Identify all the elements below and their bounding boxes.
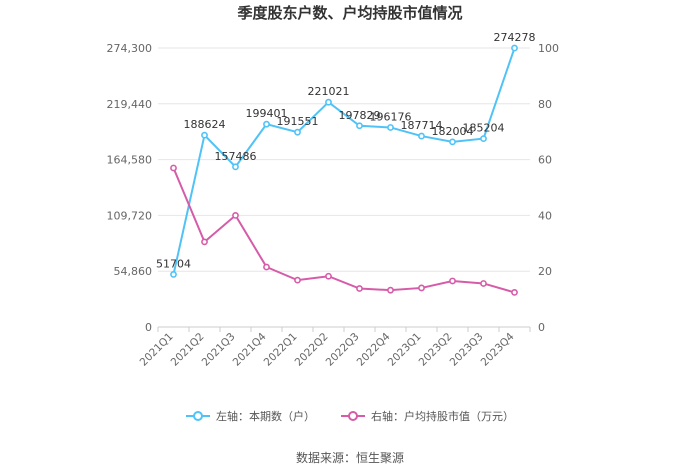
data-point-left xyxy=(170,271,177,278)
data-point-right xyxy=(294,276,301,284)
data-point-right xyxy=(263,263,270,271)
y-right-tick-label: 0 xyxy=(538,321,545,334)
y-right-tick-label: 100 xyxy=(538,42,559,55)
chart-title: 季度股东户数、户均持股市值情况 xyxy=(237,4,463,22)
y-left-tick-label: 0 xyxy=(145,321,152,334)
x-tick-label: 2021Q3 xyxy=(200,331,238,369)
y-left-tick-label: 54,860 xyxy=(114,265,153,278)
x-tick-label: 2023Q1 xyxy=(386,331,424,369)
data-label: 221021 xyxy=(308,85,350,98)
legend-swatch-left-icon xyxy=(186,411,210,421)
legend-label-right: 右轴：户均持股市值（万元） xyxy=(371,410,514,423)
data-point-right xyxy=(325,272,332,280)
data-label: 182004 xyxy=(432,125,474,138)
data-label: 185204 xyxy=(463,122,505,135)
data-point-right xyxy=(449,277,456,285)
data-point-left xyxy=(418,132,425,140)
data-point-right xyxy=(387,286,394,294)
legend-label-left: 左轴：本期数（户） xyxy=(216,410,315,423)
data-point-left xyxy=(232,163,239,171)
data-label: 187714 xyxy=(401,119,443,132)
x-tick-label: 2023Q4 xyxy=(479,330,517,368)
series-line-left xyxy=(172,47,516,275)
data-label: 199401 xyxy=(246,107,288,120)
data-point-left xyxy=(294,128,301,136)
x-tick-label: 2022Q2 xyxy=(293,331,331,369)
data-label: 188624 xyxy=(184,118,226,131)
data-point-right xyxy=(511,289,518,296)
data-point-right xyxy=(170,164,177,172)
data-point-left xyxy=(480,135,487,143)
data-point-right xyxy=(418,284,425,292)
data-point-right xyxy=(480,280,487,287)
x-tick-label: 2023Q2 xyxy=(417,331,455,369)
legend-item-left-series[interactable]: 左轴：本期数（户） xyxy=(186,408,315,424)
data-point-left xyxy=(356,122,363,130)
x-tick-label: 2022Q1 xyxy=(262,331,300,369)
series-line-right xyxy=(172,167,515,294)
x-tick-label: 2022Q3 xyxy=(324,331,362,369)
data-label: 274278 xyxy=(494,31,536,44)
data-label: 157486 xyxy=(215,150,257,163)
y-left-tick-label: 164,580 xyxy=(107,154,153,167)
data-point-left xyxy=(449,138,456,146)
y-right-tick-label: 40 xyxy=(538,209,552,222)
x-tick-label: 2021Q2 xyxy=(169,331,207,369)
y-right-tick-label: 80 xyxy=(538,98,552,111)
chart-legend: 左轴：本期数（户） 右轴：户均持股市值（万元） xyxy=(0,408,700,424)
data-point-left xyxy=(201,131,208,139)
data-point-right xyxy=(201,238,208,246)
x-tick-label: 2023Q3 xyxy=(448,331,486,369)
x-tick-label: 2021Q1 xyxy=(138,331,176,369)
data-label: 191551 xyxy=(277,115,319,128)
y-left-tick-label: 274,300 xyxy=(107,42,153,55)
data-point-left xyxy=(325,98,332,106)
y-left-tick-label: 109,720 xyxy=(107,209,153,222)
data-point-right xyxy=(232,211,239,219)
data-label: 51704 xyxy=(156,257,191,270)
data-point-left xyxy=(263,120,270,128)
data-label: 196176 xyxy=(370,110,412,123)
data-point-left xyxy=(511,44,518,52)
data-label: 197829 xyxy=(339,109,381,122)
legend-item-right-series[interactable]: 右轴：户均持股市值（万元） xyxy=(341,408,514,424)
legend-swatch-right-icon xyxy=(341,411,365,421)
y-left-tick-label: 219,440 xyxy=(107,98,153,111)
source-note: 数据来源：恒生聚源 xyxy=(295,451,404,465)
y-right-tick-label: 20 xyxy=(538,265,552,278)
y-right-tick-label: 60 xyxy=(538,154,552,167)
data-point-right xyxy=(356,285,363,292)
data-point-left xyxy=(387,124,394,131)
